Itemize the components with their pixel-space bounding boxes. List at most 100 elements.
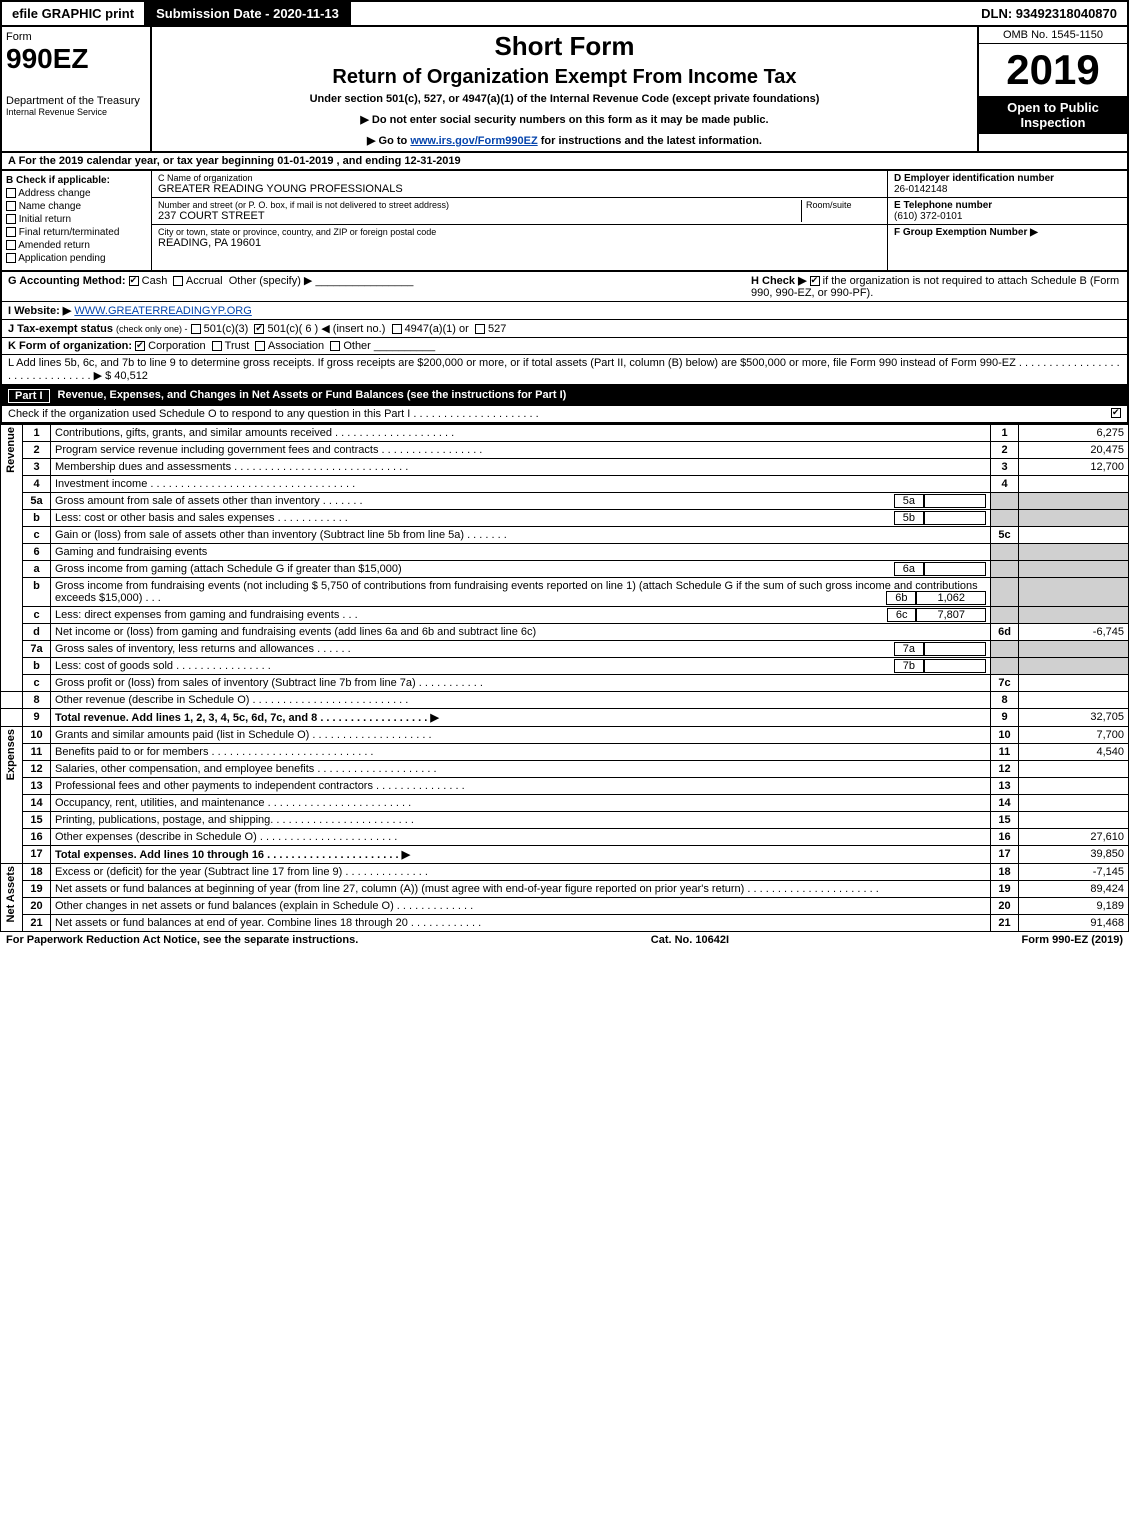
- line-6c: cLess: direct expenses from gaming and f…: [1, 607, 1129, 624]
- header-mid: Short Form Return of Organization Exempt…: [152, 27, 977, 151]
- chk-address-change[interactable]: Address change: [6, 188, 147, 199]
- part1-checknote: Check if the organization used Schedule …: [2, 406, 1127, 422]
- g-other: Other (specify) ▶: [229, 275, 313, 287]
- line-12: 12Salaries, other compensation, and empl…: [1, 761, 1129, 778]
- paperwork-notice: For Paperwork Reduction Act Notice, see …: [6, 934, 358, 946]
- j-label: J Tax-exempt status: [8, 323, 113, 335]
- note-ssn: ▶ Do not enter social security numbers o…: [156, 113, 973, 126]
- under-section: Under section 501(c), 527, or 4947(a)(1)…: [156, 93, 973, 105]
- line-3: 3Membership dues and assessments . . . .…: [1, 459, 1129, 476]
- short-form: Short Form: [156, 31, 973, 62]
- addr-label: Number and street (or P. O. box, if mail…: [158, 200, 801, 210]
- line-l: L Add lines 5b, 6c, and 7b to line 9 to …: [2, 355, 1127, 384]
- chk-4947[interactable]: [392, 324, 402, 334]
- chk-name-change[interactable]: Name change: [6, 201, 147, 212]
- f-label: F Group Exemption Number ▶: [894, 227, 1038, 238]
- line-15: 15Printing, publications, postage, and s…: [1, 812, 1129, 829]
- line-2: 2Program service revenue including gover…: [1, 442, 1129, 459]
- submission-date: Submission Date - 2020-11-13: [146, 2, 351, 25]
- line-6a: aGross income from gaming (attach Schedu…: [1, 561, 1129, 578]
- part1-header: Part I Revenue, Expenses, and Changes in…: [0, 386, 1129, 406]
- note-goto: ▶ Go to www.irs.gov/Form990EZ for instru…: [156, 134, 973, 147]
- telephone: (610) 372-0101: [894, 211, 962, 222]
- chk-schedule-o[interactable]: [1111, 408, 1121, 418]
- tax-year: 2019: [979, 44, 1127, 96]
- part1-label: Part I: [8, 389, 50, 403]
- info-grid: B Check if applicable: Address change Na…: [0, 171, 1129, 272]
- line-j: J Tax-exempt status (check only one) - 5…: [2, 320, 1127, 338]
- side-revenue: Revenue: [5, 427, 17, 473]
- open-public: Open to Public Inspection: [979, 96, 1127, 134]
- line-21: 21Net assets or fund balances at end of …: [1, 915, 1129, 932]
- website-link[interactable]: WWW.GREATERREADINGYP.ORG: [74, 305, 251, 317]
- line-5a: 5aGross amount from sale of assets other…: [1, 493, 1129, 510]
- h-text: if the organization is not required to a…: [751, 275, 1119, 299]
- topbar-spacer: [351, 2, 971, 25]
- e-label: E Telephone number: [894, 200, 992, 211]
- return-title: Return of Organization Exempt From Incom…: [156, 66, 973, 89]
- line-1: Revenue 1Contributions, gifts, grants, a…: [1, 425, 1129, 442]
- irs-label: Internal Revenue Service: [6, 107, 146, 117]
- dept-treasury: Department of the Treasury: [6, 95, 146, 107]
- line-7c: cGross profit or (loss) from sales of in…: [1, 675, 1129, 692]
- form-label: Form: [6, 31, 146, 43]
- chk-app-pending[interactable]: Application pending: [6, 253, 147, 264]
- line-5b: bLess: cost or other basis and sales exp…: [1, 510, 1129, 527]
- side-expenses: Expenses: [5, 729, 17, 780]
- street-address: 237 COURT STREET: [158, 210, 801, 222]
- chk-cash[interactable]: [129, 276, 139, 286]
- c-label: C Name of organization: [158, 173, 881, 183]
- efile-print-button[interactable]: efile GRAPHIC print: [2, 2, 146, 25]
- d-label: D Employer identification number: [894, 173, 1054, 184]
- page-footer: For Paperwork Reduction Act Notice, see …: [0, 932, 1129, 948]
- dln: DLN: 93492318040870: [971, 2, 1127, 25]
- line-17: 17Total expenses. Add lines 10 through 1…: [1, 846, 1129, 864]
- chk-corp[interactable]: [135, 341, 145, 351]
- i-label: I Website: ▶: [8, 305, 71, 317]
- chk-h[interactable]: [810, 276, 820, 286]
- line-5c: cGain or (loss) from sale of assets othe…: [1, 527, 1129, 544]
- chk-accrual[interactable]: [173, 276, 183, 286]
- section-def: D Employer identification number 26-0142…: [887, 171, 1127, 270]
- form-header: Form 990EZ Department of the Treasury In…: [0, 27, 1129, 153]
- room-label: Room/suite: [806, 200, 881, 210]
- note2-pre: ▶ Go to: [367, 135, 410, 147]
- irs-link[interactable]: www.irs.gov/Form990EZ: [410, 135, 537, 147]
- line-a: A For the 2019 calendar year, or tax yea…: [0, 153, 1129, 171]
- line-10: Expenses 10Grants and similar amounts pa…: [1, 727, 1129, 744]
- meta-lines: G Accounting Method: Cash Accrual Other …: [0, 272, 1129, 386]
- chk-501c3[interactable]: [191, 324, 201, 334]
- chk-other[interactable]: [330, 341, 340, 351]
- cat-no: Cat. No. 10642I: [651, 934, 729, 946]
- line-20: 20Other changes in net assets or fund ba…: [1, 898, 1129, 915]
- l-amount: $ 40,512: [105, 370, 148, 382]
- j-sub: (check only one) -: [116, 324, 188, 334]
- line-9: 9Total revenue. Add lines 1, 2, 3, 4, 5c…: [1, 709, 1129, 727]
- chk-501c[interactable]: [254, 324, 264, 334]
- city-state-zip: READING, PA 19601: [158, 237, 881, 249]
- chk-amended[interactable]: Amended return: [6, 240, 147, 251]
- line-16: 16Other expenses (describe in Schedule O…: [1, 829, 1129, 846]
- chk-assoc[interactable]: [255, 341, 265, 351]
- line-18: Net Assets 18Excess or (deficit) for the…: [1, 864, 1129, 881]
- k-label: K Form of organization:: [8, 340, 132, 352]
- org-name: GREATER READING YOUNG PROFESSIONALS: [158, 183, 881, 195]
- chk-trust[interactable]: [212, 341, 222, 351]
- h-label: H Check ▶: [751, 275, 807, 287]
- lines-table: Revenue 1Contributions, gifts, grants, a…: [0, 424, 1129, 932]
- chk-initial-return[interactable]: Initial return: [6, 214, 147, 225]
- line-8: 8Other revenue (describe in Schedule O) …: [1, 692, 1129, 709]
- line-6: 6Gaming and fundraising events: [1, 544, 1129, 561]
- section-c: C Name of organization GREATER READING Y…: [152, 171, 887, 270]
- form-number: 990EZ: [6, 43, 146, 75]
- chk-527[interactable]: [475, 324, 485, 334]
- b-label: B Check if applicable:: [6, 175, 110, 186]
- line-gh: G Accounting Method: Cash Accrual Other …: [2, 272, 1127, 302]
- chk-final-return[interactable]: Final return/terminated: [6, 227, 147, 238]
- line-i: I Website: ▶ WWW.GREATERREADINGYP.ORG: [2, 302, 1127, 320]
- header-left: Form 990EZ Department of the Treasury In…: [2, 27, 152, 151]
- line-13: 13Professional fees and other payments t…: [1, 778, 1129, 795]
- line-6d: dNet income or (loss) from gaming and fu…: [1, 624, 1129, 641]
- section-b: B Check if applicable: Address change Na…: [2, 171, 152, 270]
- part1-title: Revenue, Expenses, and Changes in Net As…: [58, 389, 567, 403]
